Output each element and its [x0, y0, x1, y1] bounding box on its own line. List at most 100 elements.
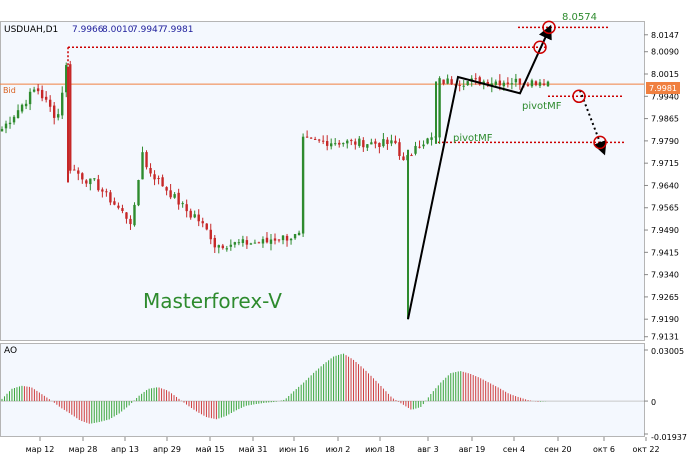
candle-body [32, 89, 36, 92]
candle-body [4, 123, 8, 129]
candle-body [486, 81, 489, 86]
candle-body [265, 237, 269, 243]
candle-body [458, 84, 461, 86]
time-tick-label: сен 4 [503, 445, 525, 454]
ao-tick-min: -0.01937 [651, 433, 687, 442]
watermark: Masterforex-V [143, 289, 282, 313]
main-price-panel [0, 21, 645, 341]
candle-body [426, 138, 429, 144]
candle-body [81, 173, 84, 180]
price-tick-label: 7.9190 [651, 315, 679, 324]
candle-body [478, 77, 481, 85]
candle-body [518, 78, 522, 85]
candle-body [382, 139, 385, 147]
candle-body [257, 242, 261, 244]
candle-body [534, 81, 538, 86]
candle-body [466, 81, 469, 86]
candle-body [193, 214, 196, 218]
candles [0, 60, 550, 320]
candle-body [474, 78, 477, 80]
candle-body [125, 212, 128, 219]
candle-body [16, 110, 20, 119]
candle-body [189, 210, 192, 218]
target-value-label: 8.0574 [562, 12, 597, 23]
candle-body [334, 143, 337, 145]
candle-body [181, 203, 184, 205]
candle-body [121, 208, 124, 212]
candle-body [69, 64, 72, 171]
candle-body [109, 192, 112, 203]
candle-body [378, 142, 381, 147]
candle-body [117, 205, 120, 208]
candle-body [490, 83, 493, 86]
quote-low: 7.9947 [132, 25, 164, 35]
candle-body [213, 237, 216, 248]
candle-body [450, 79, 453, 85]
bid-label: Bid [3, 86, 16, 95]
candle-body [145, 152, 148, 168]
candle-body [321, 140, 325, 142]
candle-body [241, 239, 245, 243]
candle-body [28, 91, 32, 105]
candle-body [85, 180, 88, 184]
candle-body [325, 140, 329, 146]
price-tick-label: 7.9340 [651, 271, 679, 280]
candle-body [285, 235, 289, 241]
time-tick-label: май 31 [239, 445, 268, 454]
candle-body [438, 78, 441, 138]
candle-body [113, 201, 116, 205]
time-tick-label: авг 3 [417, 445, 438, 454]
candle-body [141, 152, 144, 180]
time-tick-label: июл 2 [326, 445, 351, 454]
symbol-label: USDUAH,D1 [4, 25, 58, 35]
candle-body [305, 136, 309, 138]
candle-body [253, 242, 257, 244]
candle-body [177, 192, 180, 205]
candle-body [137, 179, 140, 206]
candle-body [297, 232, 301, 236]
time-tick-label: окт 6 [593, 445, 615, 454]
price-tick-label: 7.9715 [651, 159, 679, 168]
candle-body [249, 243, 253, 245]
candle-body [330, 143, 333, 147]
time-tick-label: апр 29 [153, 445, 181, 454]
candle-body [374, 141, 377, 144]
candle-body [129, 218, 132, 225]
candle-body [430, 137, 433, 140]
candle-body [161, 177, 164, 187]
price-tick-label: 7.9640 [651, 181, 679, 190]
price-tick-label: 7.9565 [651, 204, 679, 213]
level-circle-marker [542, 20, 556, 35]
candle-body [354, 141, 357, 145]
candle-body [546, 81, 550, 87]
candle-body [506, 82, 510, 84]
candle-body [542, 83, 546, 85]
candle-body [237, 242, 241, 244]
annotations [407, 20, 607, 320]
candle-body [149, 168, 152, 174]
candle-body [153, 174, 156, 180]
time-tick-label: май 15 [196, 445, 225, 454]
candle-body [221, 245, 225, 249]
ao-tick-max: 0.03005 [651, 347, 684, 356]
candle-body [317, 139, 321, 141]
candle-body [410, 155, 413, 157]
candle-body [65, 65, 68, 93]
candle-body [446, 78, 449, 84]
price-tick-label: 7.9490 [651, 226, 679, 235]
candle-body [44, 96, 48, 100]
candle-body [338, 142, 341, 145]
candle-body [346, 140, 349, 144]
candle-body [514, 78, 518, 83]
candle-body [277, 239, 281, 241]
pivot-upper-label: pivotMF [522, 101, 562, 112]
candle-body [93, 178, 96, 180]
candle-body [48, 99, 52, 107]
candle-body [538, 82, 542, 86]
candle-body [24, 103, 28, 107]
candle-body [225, 248, 229, 250]
level-circle-marker [593, 135, 607, 150]
time-axis: мар 12 мар 28 апр 13 апр 29 май 15 май 31 июн … [26, 437, 660, 454]
candle-body [498, 80, 502, 86]
